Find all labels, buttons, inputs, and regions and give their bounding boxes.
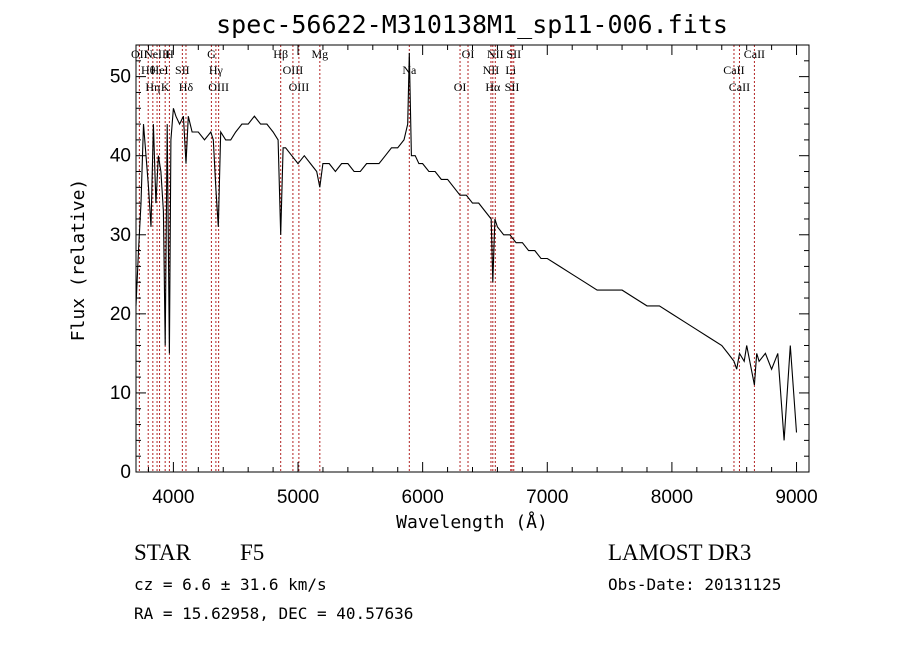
spectral-line-label: CaII [729,80,750,94]
spectral-line-label: SII [505,80,520,94]
spectral-line-label: NII [483,63,500,77]
spectral-line-labels: OIIHθHηNeIIIHeIKHSIIHδGHγOIIIHβOIIIOIIIM… [131,47,765,94]
x-tick-label: 6000 [402,487,444,508]
object-class: STAR [134,540,191,565]
x-axis-label: Wavelength (Å) [396,511,548,533]
spectral-line-label: HeI [151,63,169,77]
y-tick-label: 50 [110,67,131,88]
spectral-line-label: Hδ [179,80,194,94]
spectral-line-label: NeIII [144,47,170,61]
spectral-line-label: NII [487,47,504,61]
x-tick-label: 7000 [526,487,568,508]
y-tick-label: 40 [110,146,131,167]
spectral-line-label: Hγ [209,63,224,77]
spectral-line-label: K [161,80,170,94]
spectrum-line [135,52,798,441]
y-axis-label: Flux (relative) [68,179,89,342]
spectral-line-label: OI [454,80,467,94]
y-tick-label: 20 [110,304,131,325]
x-tick-label: 9000 [775,487,817,508]
spectral-line-label: CaII [744,47,765,61]
spectral-line-label: H [165,47,174,61]
y-tick-label: 0 [120,462,131,483]
spectral-line-label: OIII [289,80,310,94]
y-tick-label: 10 [110,383,131,404]
axis-ticks: 4000 5000 6000 7000 8000 9000 0 10 20 30 40 50 [110,44,818,508]
spectral-line-label: OI [462,47,475,61]
chart-title: spec-56622-M310138M1_sp11-006.fits [216,10,728,39]
redshift-velocity: cz = 6.6 ± 31.6 km/s [134,575,327,594]
spectral-line-label: Li [505,63,516,77]
spectral-line-label: Mg [311,47,328,61]
spectral-line-label: Hα [485,80,501,94]
spectral-subclass: F5 [240,540,265,565]
coordinates: RA = 15.62958, DEC = 40.57636 [134,604,414,623]
x-tick-label: 8000 [651,487,693,508]
spectral-line-markers [138,45,755,472]
spectral-line-label: SII [175,63,190,77]
spectral-line-label: G [207,47,216,61]
spectral-line-label: Hη [145,80,160,94]
x-tick-label: 4000 [152,487,194,508]
spectral-line-label: Hθ [141,63,156,77]
plot-frame [135,44,810,473]
spectral-line-label: OIII [283,63,304,77]
spectral-line-label: OII [131,47,148,61]
x-tick-label: 5000 [277,487,319,508]
spectral-line-label: CaII [723,63,744,77]
observation-date: Obs-Date: 20131125 [608,575,782,594]
survey-name: LAMOST DR3 [608,540,752,565]
spectral-line-label: SII [506,47,521,61]
spectral-line-label: Hβ [273,47,288,61]
spectral-line-label: OIII [208,80,229,94]
y-tick-label: 30 [110,225,131,246]
